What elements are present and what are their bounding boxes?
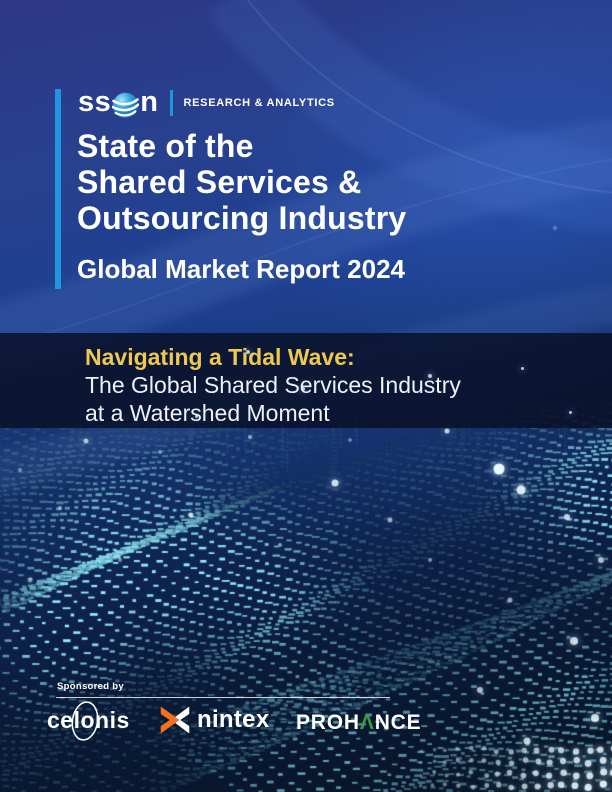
title-line-3: Outsourcing Industry xyxy=(77,200,407,236)
sson-text-suffix: n xyxy=(140,86,159,118)
globe-icon xyxy=(112,92,140,118)
celonis-wordmark: celonis xyxy=(47,707,130,733)
banner-subline-1: The Global Shared Services Industry xyxy=(85,372,461,398)
prohance-text-right: NCE xyxy=(374,711,422,734)
prohance-lambda-icon: Λ xyxy=(359,711,375,734)
sson-logo: ss n RESEARCH & ANALYTICS xyxy=(78,86,335,119)
nintex-x-icon xyxy=(160,706,190,734)
banner-headline: Navigating a Tidal Wave: xyxy=(85,344,355,370)
nintex-logo: nintex xyxy=(160,705,269,735)
banner-subline-2: at a Watershed Moment xyxy=(85,400,330,426)
sson-text-prefix: ss xyxy=(78,86,112,118)
report-subtitle: Global Market Report 2024 xyxy=(77,254,405,284)
report-title: State of the Shared Services & Outsourci… xyxy=(77,128,406,236)
bokeh-dot xyxy=(568,410,572,414)
sponsored-by-label: Sponsored by xyxy=(57,681,124,692)
bokeh-dot xyxy=(194,414,198,418)
bokeh-dot xyxy=(301,387,305,391)
bokeh-dot xyxy=(428,374,432,378)
title-accent-bar xyxy=(55,89,61,289)
prohance-logo: PROHΛNCE xyxy=(296,711,421,735)
title-line-1: State of the xyxy=(77,128,254,164)
bokeh-dot xyxy=(246,350,250,354)
title-line-2: Shared Services & xyxy=(77,164,362,200)
celonis-logo: celonis xyxy=(47,701,130,741)
sponsors-divider xyxy=(56,697,390,698)
theme-banner: Navigating a Tidal Wave: The Global Shar… xyxy=(0,333,612,428)
sson-wordmark: ss n xyxy=(78,86,158,119)
nintex-wordmark: nintex xyxy=(197,706,270,733)
prohance-text-left: PROH xyxy=(296,711,360,734)
logo-division-label: RESEARCH & ANALYTICS xyxy=(183,96,335,109)
bokeh-dot xyxy=(520,366,524,370)
logo-divider xyxy=(170,89,174,116)
